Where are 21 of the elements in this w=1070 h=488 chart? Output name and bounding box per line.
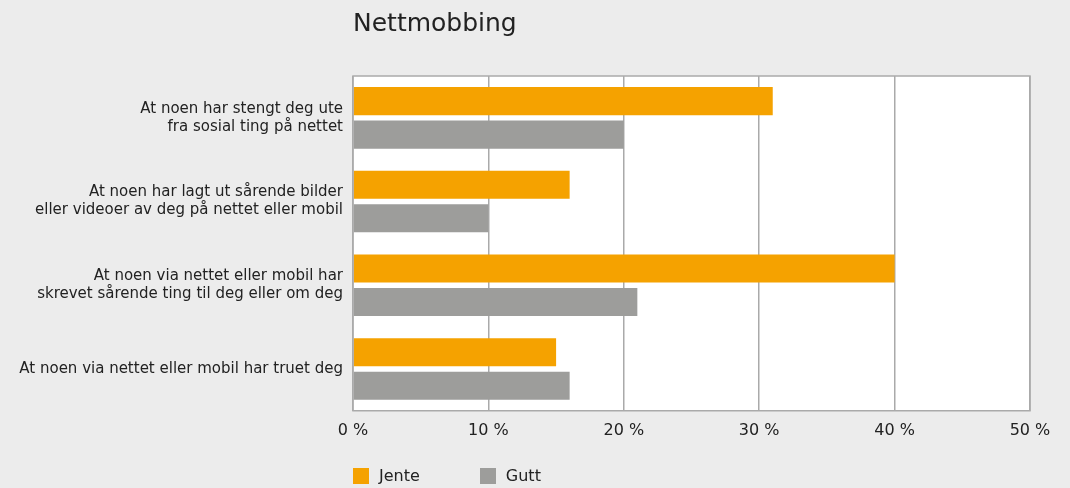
y-tick-label: At noen har lagt ut sårende bilder eller videoer av deg på nettet eller mobil: [35, 182, 344, 219]
legend-label: Gutt: [505, 466, 541, 485]
bar: [353, 338, 557, 367]
x-tick-label: 20 %: [603, 419, 645, 439]
legend-label: Jente: [379, 466, 420, 485]
x-tick-label: 10 %: [468, 419, 509, 439]
bar: [353, 254, 895, 283]
x-tick-label: 0 %: [337, 419, 369, 439]
x-tick-label: 50 %: [1009, 419, 1051, 439]
y-tick-label: At noen via nettet eller mobil har skrevet sårende ting til deg eller om deg: [37, 266, 344, 303]
bar: [353, 87, 773, 116]
bar: [353, 204, 489, 233]
bar: [353, 170, 570, 199]
chart-title: Nettmobbing: [353, 8, 517, 37]
y-tick-label: At noen har stengt deg ute fra sosial ting på nettet: [140, 98, 344, 135]
bar: [353, 287, 638, 317]
x-tick-label: 30 %: [738, 419, 780, 439]
y-tick-label: At noen via nettet eller mobil har truet deg: [19, 358, 343, 377]
bar: [353, 371, 570, 400]
bar: [353, 120, 624, 149]
x-tick-label: 40 %: [874, 419, 915, 439]
